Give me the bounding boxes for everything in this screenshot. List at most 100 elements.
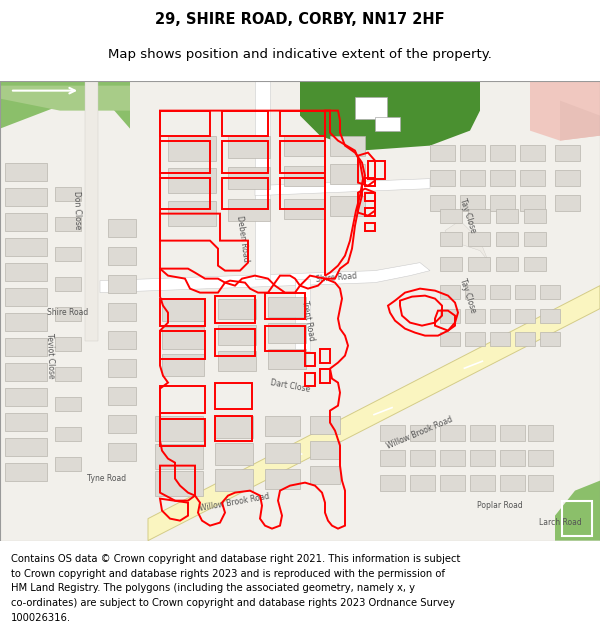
Text: Tay Close: Tay Close: [458, 198, 478, 234]
Bar: [555, 144, 580, 161]
Bar: [168, 201, 216, 226]
Bar: [268, 297, 306, 317]
Text: Shire Road: Shire Road: [315, 271, 357, 284]
Bar: [430, 194, 455, 211]
Polygon shape: [530, 81, 600, 141]
Bar: [218, 351, 256, 371]
Bar: [528, 449, 553, 466]
Bar: [310, 466, 340, 484]
Bar: [528, 424, 553, 441]
Bar: [5, 462, 47, 481]
Bar: [465, 284, 485, 299]
Bar: [5, 388, 47, 406]
Polygon shape: [300, 81, 480, 151]
Bar: [228, 199, 270, 221]
Bar: [108, 302, 136, 321]
Bar: [460, 169, 485, 186]
Bar: [228, 167, 270, 189]
Bar: [218, 324, 256, 344]
Bar: [520, 144, 545, 161]
Bar: [168, 136, 216, 161]
Bar: [155, 416, 203, 441]
Text: Deben Road: Deben Road: [235, 215, 251, 262]
Bar: [5, 362, 47, 381]
Bar: [108, 442, 136, 461]
Text: Don Close: Don Close: [72, 191, 82, 230]
Bar: [440, 449, 465, 466]
Bar: [410, 474, 435, 491]
Bar: [524, 257, 546, 271]
Bar: [5, 338, 47, 356]
Bar: [284, 199, 324, 219]
Text: Willow Brook Road: Willow Brook Road: [386, 414, 454, 451]
Bar: [524, 232, 546, 246]
Bar: [490, 194, 515, 211]
Text: Teviot Close: Teviot Close: [45, 332, 55, 379]
Text: 100026316.: 100026316.: [11, 613, 71, 623]
Bar: [228, 136, 270, 158]
Bar: [5, 162, 47, 181]
Polygon shape: [560, 101, 600, 141]
Bar: [540, 284, 560, 299]
Bar: [162, 299, 204, 321]
Text: Willow Brook Road: Willow Brook Road: [199, 492, 271, 513]
Bar: [490, 169, 515, 186]
Bar: [380, 449, 405, 466]
Polygon shape: [100, 262, 430, 292]
Bar: [520, 194, 545, 211]
Bar: [515, 309, 535, 322]
Bar: [108, 414, 136, 432]
Text: co-ordinates) are subject to Crown copyright and database rights 2023 Ordnance S: co-ordinates) are subject to Crown copyr…: [11, 598, 455, 608]
Bar: [490, 332, 510, 346]
Bar: [515, 284, 535, 299]
Polygon shape: [255, 179, 430, 196]
Bar: [55, 367, 81, 381]
Bar: [410, 424, 435, 441]
Bar: [468, 209, 490, 222]
Bar: [355, 97, 387, 119]
Bar: [440, 209, 462, 222]
Bar: [562, 501, 592, 536]
Bar: [5, 238, 47, 256]
Bar: [55, 307, 81, 321]
Text: Poplar Road: Poplar Road: [477, 501, 523, 510]
Polygon shape: [85, 81, 98, 341]
Polygon shape: [295, 279, 310, 351]
Bar: [55, 217, 81, 231]
Bar: [440, 309, 460, 322]
Bar: [168, 168, 216, 192]
Bar: [162, 327, 204, 349]
Bar: [330, 164, 365, 184]
Bar: [440, 332, 460, 346]
Bar: [540, 332, 560, 346]
Bar: [108, 219, 136, 237]
Bar: [268, 322, 306, 342]
Text: Shire Road: Shire Road: [47, 308, 89, 317]
Bar: [5, 438, 47, 456]
Bar: [465, 332, 485, 346]
Polygon shape: [445, 221, 488, 261]
Bar: [265, 416, 300, 436]
Bar: [380, 424, 405, 441]
Bar: [375, 117, 400, 131]
Bar: [55, 427, 81, 441]
Bar: [540, 309, 560, 322]
Bar: [55, 337, 81, 351]
Text: Tay Close: Tay Close: [458, 278, 478, 314]
Bar: [55, 397, 81, 411]
Bar: [215, 442, 253, 464]
Bar: [524, 209, 546, 222]
Bar: [440, 257, 462, 271]
Bar: [108, 359, 136, 377]
Bar: [520, 169, 545, 186]
Bar: [440, 424, 465, 441]
Bar: [5, 188, 47, 206]
Text: Dart Close: Dart Close: [269, 378, 311, 394]
Bar: [496, 209, 518, 222]
Text: HM Land Registry. The polygons (including the associated geometry, namely x, y: HM Land Registry. The polygons (includin…: [11, 583, 415, 593]
Polygon shape: [0, 81, 130, 129]
Bar: [468, 232, 490, 246]
Text: Contains OS data © Crown copyright and database right 2021. This information is : Contains OS data © Crown copyright and d…: [11, 554, 460, 564]
Bar: [528, 474, 553, 491]
Bar: [218, 299, 256, 319]
